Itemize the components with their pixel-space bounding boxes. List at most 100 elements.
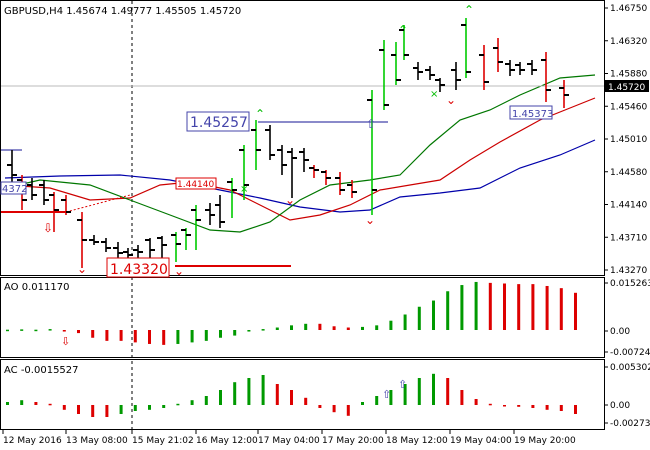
- histogram-bar: [304, 397, 308, 405]
- box-low-label-frame[interactable]: [106, 257, 170, 278]
- price-tick-label: 1.45010: [610, 135, 647, 145]
- left-stub-frame[interactable]: [0, 181, 27, 195]
- histogram-bar: [204, 330, 208, 341]
- histogram-bar: [190, 330, 194, 343]
- ma-price-frame[interactable]: [509, 105, 553, 120]
- histogram-bar: [346, 327, 350, 330]
- histogram-bar: [105, 330, 109, 341]
- time-tick-label: 16 May 12:00: [196, 436, 258, 446]
- histogram-bar: [545, 405, 549, 410]
- price-tick-label: 1.45460: [610, 102, 647, 112]
- ac-histogram: [6, 373, 577, 417]
- histogram-bar: [346, 405, 350, 416]
- box-high-label: 1.45257: [190, 115, 248, 131]
- box-high-label-frame[interactable]: [186, 111, 250, 132]
- histogram-bar: [219, 330, 222, 338]
- histogram-bar: [34, 402, 38, 405]
- ac-up-arrow-icon: ⇧: [382, 388, 391, 401]
- histogram-bar: [48, 403, 52, 406]
- down-arrow-icon: ⇩: [43, 221, 53, 235]
- histogram-bar: [62, 405, 66, 410]
- ac-label: AC -0.0015527: [4, 365, 79, 376]
- price-bars: [7, 18, 569, 268]
- ma-price-label: 1.45373: [512, 109, 553, 120]
- time-tick-label: 19 May 20:00: [514, 436, 576, 446]
- histogram-bar: [403, 384, 407, 405]
- ao-panel[interactable]: [0, 277, 605, 358]
- trend-dotted-line[interactable]: [65, 194, 131, 213]
- price-tick-label: 1.44580: [610, 168, 647, 178]
- histogram-bar: [290, 390, 293, 405]
- current-price-tag: [605, 80, 649, 92]
- histogram-bar: [62, 330, 66, 332]
- box-mid-label-frame[interactable]: [175, 177, 217, 190]
- histogram-bar: [503, 283, 506, 330]
- ao-label: AO 0.011170: [4, 282, 69, 293]
- histogram-bar: [389, 320, 393, 330]
- histogram-bar: [176, 330, 180, 344]
- histogram-bar: [275, 384, 279, 405]
- ac-panel[interactable]: [0, 359, 605, 430]
- scale-tick-label: 0.00: [610, 327, 630, 337]
- histogram-bar: [162, 330, 166, 345]
- histogram-bar: [176, 403, 180, 406]
- scale-tick-label: -0.007242: [610, 348, 650, 358]
- histogram-bar: [389, 390, 393, 405]
- arrow-marker: ⌃: [464, 3, 474, 17]
- histogram-bar: [446, 291, 450, 330]
- box-low-label: 1.43320: [110, 262, 168, 278]
- histogram-bar: [432, 300, 435, 330]
- time-tick-label: 15 May 21:02: [132, 436, 194, 446]
- histogram-bar: [332, 326, 336, 330]
- histogram-bar: [318, 323, 322, 330]
- signal-markers: ⌃ ⌃ ⌃ ⌄ ⌄ ⌄ ⌄ ⌄ × × ⇩ ⇧: [43, 3, 474, 278]
- histogram-bar: [219, 390, 222, 405]
- arrow-marker: ⌄: [77, 262, 87, 276]
- arrow-marker: ⌄: [365, 213, 375, 227]
- ac-scale: 0.005302 0.00 -0.002737: [604, 363, 650, 429]
- histogram-bar: [233, 330, 237, 336]
- histogram-bar: [20, 400, 24, 405]
- histogram-bar: [332, 405, 336, 413]
- histogram-bar: [105, 405, 109, 417]
- histogram-bar: [531, 284, 535, 330]
- scale-tick-label: -0.002737: [610, 419, 650, 429]
- histogram-bar: [34, 329, 38, 332]
- histogram-bar: [474, 281, 478, 330]
- histogram-bar: [460, 285, 464, 330]
- price-tick-label: 1.43270: [610, 266, 647, 276]
- histogram-bar: [261, 375, 265, 405]
- price-tick-label: 1.46750: [610, 4, 647, 14]
- ma-slow-line: [4, 139, 596, 213]
- current-price-value: 1.45720: [608, 83, 645, 93]
- price-tick-label: 1.44140: [610, 201, 647, 211]
- time-tick-label: 17 May 20:00: [322, 436, 384, 446]
- histogram-bar: [417, 378, 421, 405]
- symbol-info: GBPUSD,H4 1.45674 1.49777 1.45505 1.4572…: [4, 6, 241, 17]
- histogram-bar: [133, 405, 137, 411]
- time-tick-label: 12 May 2016: [3, 436, 62, 446]
- histogram-bar: [361, 402, 364, 405]
- histogram-bar: [375, 325, 379, 330]
- histogram-bar: [559, 288, 563, 330]
- cross-marker: ×: [240, 184, 248, 195]
- main-panel[interactable]: [0, 0, 605, 276]
- histogram-bar: [91, 330, 95, 338]
- histogram-bar: [531, 405, 535, 408]
- price-scale: 1.46750 1.46320 1.45880 1.45460 1.45010 1.445…: [604, 4, 647, 276]
- histogram-bar: [77, 405, 80, 414]
- histogram-bar: [417, 306, 421, 330]
- histogram-bar: [233, 382, 237, 405]
- histogram-bar: [133, 330, 137, 343]
- time-tick-label: 13 May 08:00: [66, 436, 128, 446]
- histogram-bar: [318, 405, 322, 408]
- histogram-bar: [290, 325, 293, 330]
- ao-histogram: [6, 281, 577, 345]
- ao-down-arrow-icon: ⇩: [61, 335, 70, 348]
- price-tick-label: 1.46320: [610, 37, 647, 47]
- histogram-bar: [517, 284, 521, 330]
- histogram-bar: [304, 323, 308, 330]
- left-stub-label: 4372: [2, 184, 27, 195]
- arrow-marker: ⌄: [285, 193, 295, 207]
